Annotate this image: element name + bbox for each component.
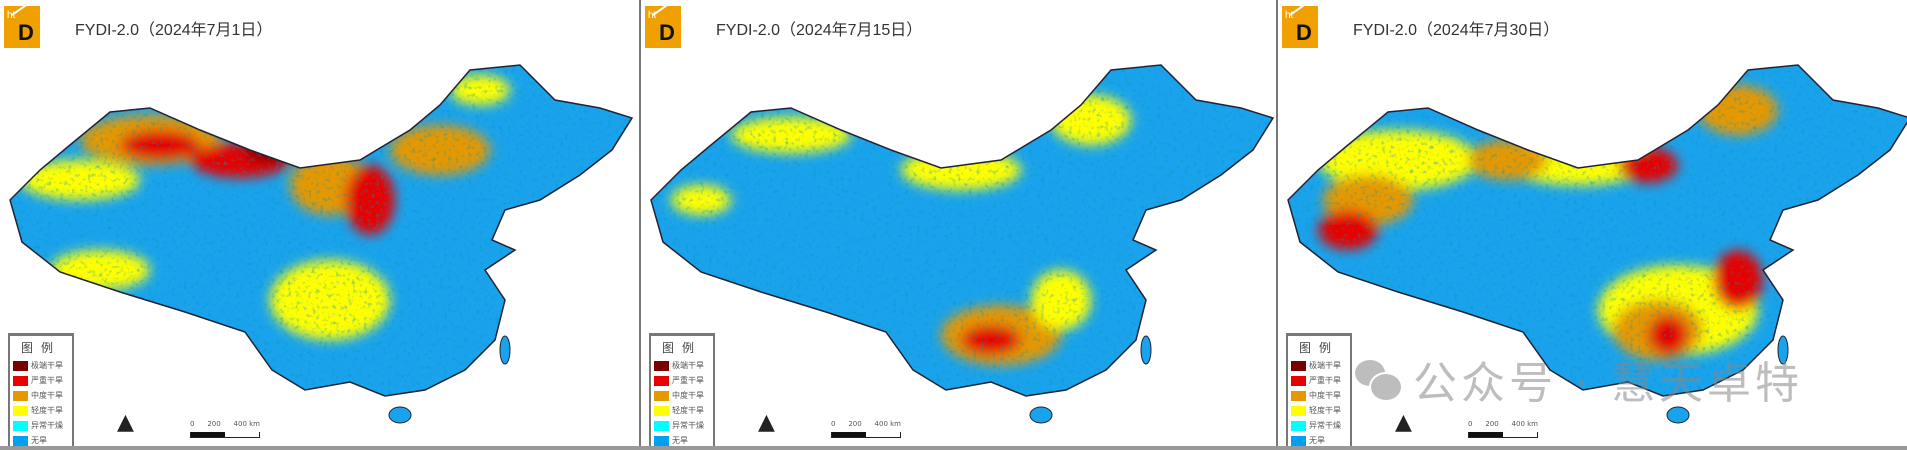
scale-label: 200 [1485, 420, 1499, 428]
north-arrow-icon: ▲ [1395, 410, 1412, 435]
map-panel: ht D FYDI-2.0（2024年7月15日） 图例 极端干旱 严重干旱 中度干旱… [639, 0, 1277, 450]
taiwan-island [499, 335, 511, 365]
scale-label: 400 km [233, 420, 260, 428]
legend-title: 图例 [661, 341, 702, 355]
watermark: 公众号 · 慧天卓特 [1355, 347, 1803, 411]
legend-item: 轻度干旱 [651, 403, 713, 418]
map-title: FYDI-2.0（2024年7月15日） [716, 22, 923, 39]
legend-swatch [13, 405, 28, 416]
logo: ht D [1282, 0, 1318, 48]
legend-swatch [654, 375, 669, 386]
hainan-island [1666, 406, 1690, 424]
scale-label: 400 km [874, 420, 901, 428]
watermark-text: 公众号 · 慧天卓特 [1413, 358, 1803, 409]
legend-item: 异常干燥 [10, 418, 72, 433]
legend-swatch [1291, 360, 1306, 371]
legend-item: 中度干旱 [651, 388, 713, 403]
legend: 图例 极端干旱 严重干旱 中度干旱 轻度干旱 异常干燥 无旱 [649, 333, 715, 448]
scale-bar: 0 200 400 km [1468, 420, 1538, 438]
scale-label: 0 [831, 420, 836, 428]
taiwan-island [1777, 335, 1789, 365]
legend-title: 图例 [20, 341, 61, 355]
legend-item: 严重干旱 [10, 373, 72, 388]
scale-bar: 0 200 400 km [190, 420, 260, 438]
legend-item: 严重干旱 [651, 373, 713, 388]
map-texture [10, 65, 632, 396]
legend-item: 中度干旱 [1288, 388, 1350, 403]
legend-swatch [1291, 405, 1306, 416]
taiwan-island [1140, 335, 1152, 365]
drought-map [9, 64, 634, 424]
legend: 图例 极端干旱 严重干旱 中度干旱 轻度干旱 异常干燥 无旱 [8, 333, 74, 448]
legend-swatch [654, 405, 669, 416]
wechat-icon [1355, 360, 1403, 402]
bottom-border [0, 446, 1907, 450]
legend-item: 极端干旱 [651, 358, 713, 373]
scale-label: 200 [848, 420, 862, 428]
legend-item: 异常干燥 [1288, 418, 1350, 433]
legend-swatch [13, 375, 28, 386]
legend-item: 轻度干旱 [10, 403, 72, 418]
legend: 图例 极端干旱 严重干旱 中度干旱 轻度干旱 异常干燥 无旱 [1286, 333, 1352, 448]
scale-label: 0 [190, 420, 195, 428]
legend-swatch [13, 390, 28, 401]
north-arrow-icon: ▲ [758, 410, 775, 435]
legend-swatch [13, 435, 28, 446]
legend-swatch [1291, 390, 1306, 401]
legend-swatch [13, 420, 28, 431]
legend-title: 图例 [1298, 341, 1339, 355]
scale-label: 200 [207, 420, 221, 428]
legend-swatch [654, 435, 669, 446]
logo: ht D [645, 0, 681, 48]
map-title: FYDI-2.0（2024年7月30日） [1353, 22, 1560, 39]
legend-swatch [13, 360, 28, 371]
north-arrow-icon: ▲ [117, 410, 134, 435]
drought-map [1287, 64, 1907, 424]
legend-swatch [1291, 435, 1306, 446]
legend-swatch [654, 420, 669, 431]
drought-map [650, 64, 1275, 424]
legend-swatch [1291, 420, 1306, 431]
map-title: FYDI-2.0（2024年7月1日） [75, 22, 273, 39]
legend-item: 极端干旱 [10, 358, 72, 373]
legend-swatch [654, 390, 669, 401]
scale-label: 0 [1468, 420, 1473, 428]
legend-item: 轻度干旱 [1288, 403, 1350, 418]
legend-swatch [654, 360, 669, 371]
map-panel: ht D FYDI-2.0（2024年7月1日） 图例 极端干旱 严重干旱 中度干旱轻… [0, 0, 636, 450]
legend-item: 严重干旱 [1288, 373, 1350, 388]
scale-label: 400 km [1511, 420, 1538, 428]
hainan-island [388, 406, 412, 424]
map-texture [651, 65, 1273, 396]
legend-swatch [1291, 375, 1306, 386]
scale-bar: 0 200 400 km [831, 420, 901, 438]
logo: ht D [4, 0, 40, 48]
legend-item: 异常干燥 [651, 418, 713, 433]
legend-item: 无旱 [10, 433, 72, 448]
legend-item: 极端干旱 [1288, 358, 1350, 373]
hainan-island [1029, 406, 1053, 424]
legend-item: 无旱 [651, 433, 713, 448]
legend-item: 无旱 [1288, 433, 1350, 448]
legend-item: 中度干旱 [10, 388, 72, 403]
